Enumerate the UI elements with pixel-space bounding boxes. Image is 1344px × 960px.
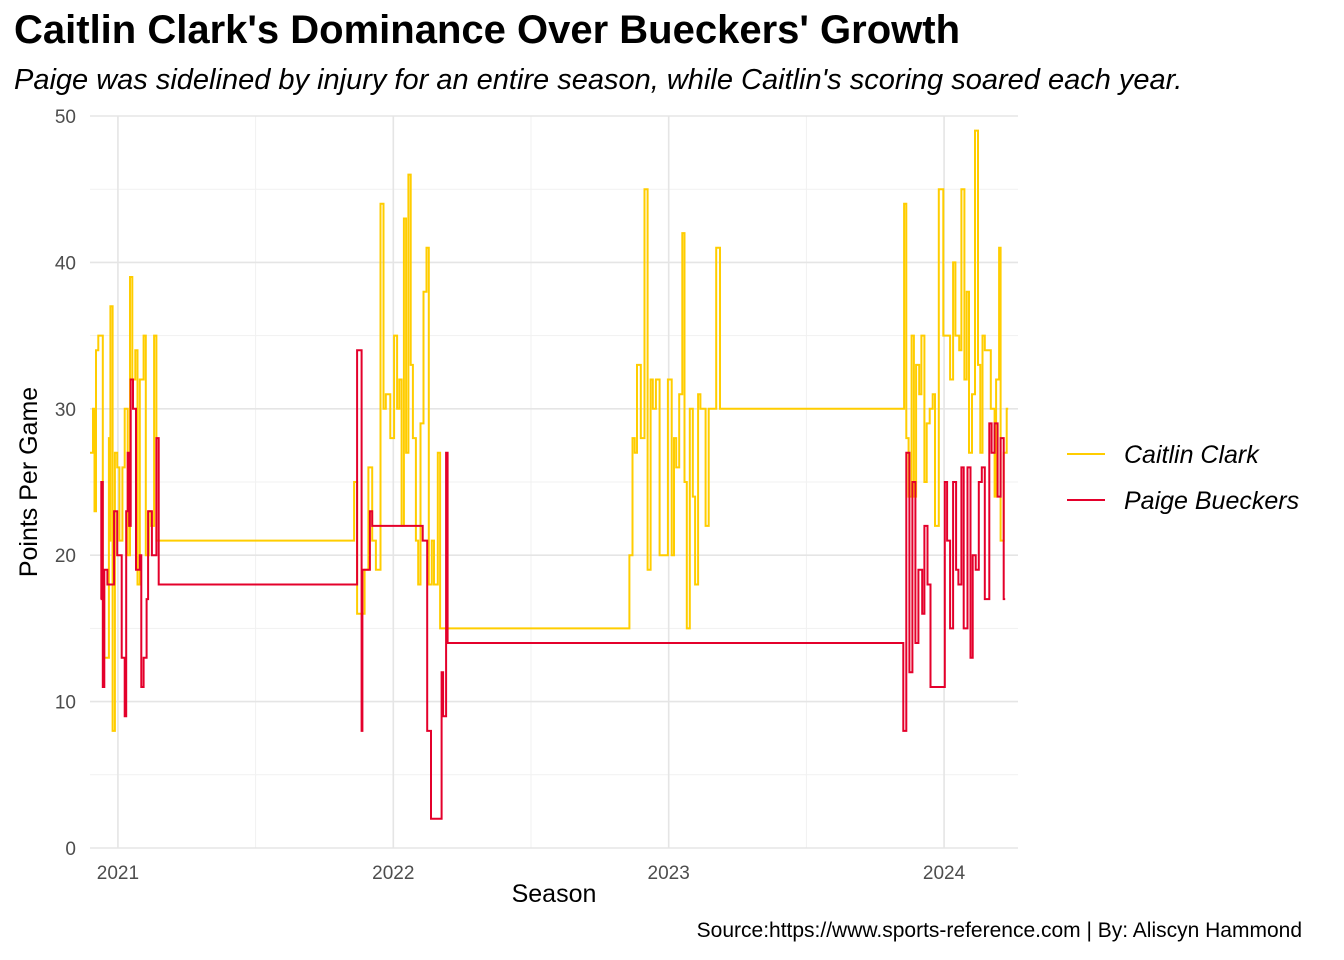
series-lines <box>90 129 1009 820</box>
y-tick-label: 40 <box>55 253 76 274</box>
series-line-caitlin-clark <box>90 129 1009 732</box>
y-tick-label: 20 <box>55 546 76 567</box>
y-axis-ticks: 0 10 20 30 40 50 <box>55 107 76 860</box>
y-tick-label: 50 <box>55 107 76 128</box>
y-axis-title: Points Per Game <box>15 387 43 577</box>
y-tick-label: 30 <box>55 400 76 421</box>
x-axis-title: Season <box>512 880 597 908</box>
chart-subtitle: Paige was sidelined by injury for an ent… <box>14 64 1183 96</box>
x-axis-ticks: 2021 2022 2023 2024 <box>97 863 966 884</box>
y-tick-label: 10 <box>55 693 76 714</box>
minor-gridlines <box>90 116 1018 848</box>
legend-label-paige-bueckers: Paige Bueckers <box>1124 487 1299 515</box>
x-tick-label: 2021 <box>97 863 139 884</box>
series-line-paige-bueckers <box>100 349 1006 820</box>
y-tick-label: 0 <box>65 839 76 860</box>
legend: Caitlin Clark Paige Bueckers <box>1067 441 1299 515</box>
chart-title: Caitlin Clark's Dominance Over Bueckers'… <box>14 8 960 52</box>
x-tick-label: 2024 <box>923 863 966 884</box>
chart-caption: Source:https://www.sports-reference.com … <box>696 919 1302 942</box>
legend-label-caitlin-clark: Caitlin Clark <box>1124 441 1260 469</box>
x-tick-label: 2023 <box>648 863 690 884</box>
x-tick-label: 2022 <box>372 863 414 884</box>
